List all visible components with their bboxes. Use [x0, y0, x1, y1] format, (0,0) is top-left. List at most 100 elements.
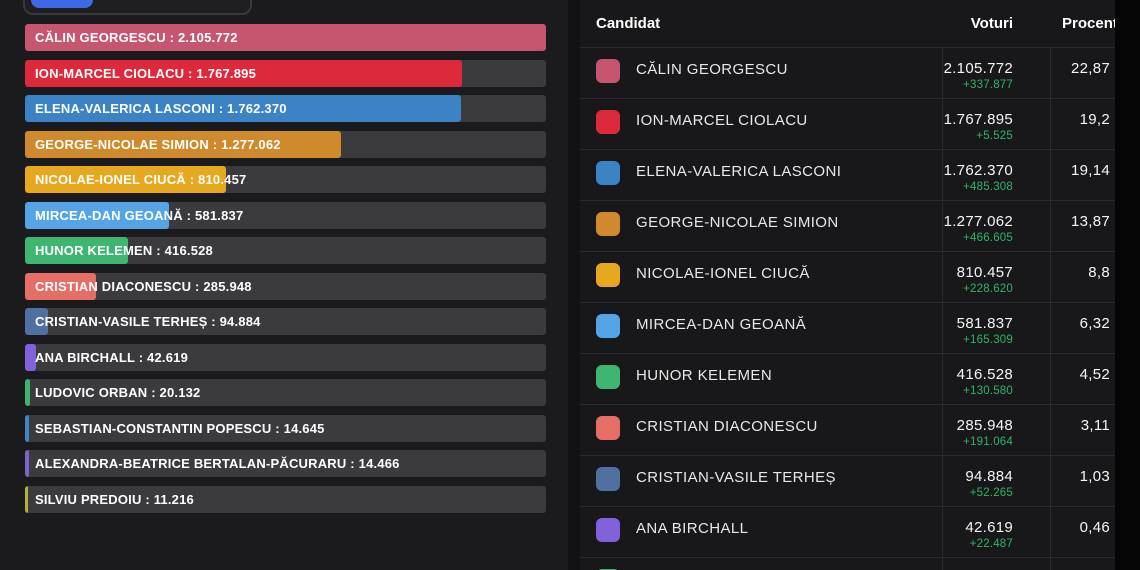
bar-label: SILVIU PREDOIU : 11.216 — [35, 491, 194, 507]
percent-value: 6,32 — [1079, 315, 1110, 332]
bar-fill — [25, 450, 29, 477]
votes-value: 1.767.895 — [943, 111, 1013, 128]
window-edge-strip — [1115, 0, 1140, 570]
votes-value: 581.837 — [956, 315, 1013, 332]
candidate-name: NICOLAE-IONEL CIUCĂ — [636, 265, 810, 282]
percent-value: 22,87 — [1070, 60, 1110, 77]
candidate-name: CRISTIAN-VASILE TERHEȘ — [636, 469, 836, 486]
table-body: CĂLIN GEORGESCU 2.105.772 +337.877 22,87… — [580, 47, 1115, 570]
candidate-bar[interactable]: CRISTIAN DIACONESCU : 285.948 — [25, 272, 546, 300]
percent-value: 13,87 — [1070, 213, 1110, 230]
bar-label: ALEXANDRA-BEATRICE BERTALAN-PĂCURARU : 1… — [35, 456, 400, 471]
candidate-color-swatch — [596, 263, 620, 287]
bar-label: LUDOVIC ORBAN : 20.132 — [35, 385, 201, 400]
table-row[interactable]: CĂLIN GEORGESCU 2.105.772 +337.877 22,87 — [580, 47, 1115, 98]
candidate-color-swatch — [596, 212, 620, 236]
candidate-bar[interactable]: NICOLAE-IONEL CIUCĂ : 810.457 — [25, 166, 546, 193]
candidate-bar[interactable]: ION-MARCEL CIOLACU : 1.767.895 — [25, 59, 546, 87]
table-row[interactable]: LUDOVIC ORBAN 20.132 0,22 — [580, 557, 1115, 570]
candidate-color-swatch — [596, 518, 620, 542]
bar-label: ANA BIRCHALL : 42.619 — [35, 349, 189, 365]
candidate-color-swatch — [596, 59, 620, 83]
header-percent: Procent — [1062, 15, 1115, 32]
votes-delta: +22.487 — [969, 538, 1013, 550]
bar-label: GEORGE-NICOLAE SIMION : 1.277.062 — [35, 136, 281, 152]
table-row[interactable]: CRISTIAN-VASILE TERHEȘ 94.884 +52.265 1,… — [580, 455, 1115, 506]
votes-delta: +228.620 — [963, 283, 1013, 295]
bar-fill — [25, 201, 169, 229]
votes-delta: +466.605 — [963, 232, 1013, 244]
table-row[interactable]: GEORGE-NICOLAE SIMION 1.277.062 +466.605… — [580, 200, 1115, 251]
candidate-name: GEORGE-NICOLAE SIMION — [636, 214, 839, 231]
candidate-bar[interactable]: MIRCEA-DAN GEOANĂ : 581.837 — [25, 201, 546, 229]
candidate-bar[interactable]: ANA BIRCHALL : 42.619 — [25, 343, 546, 371]
candidate-bar[interactable]: HUNOR KELEMEN : 416.528 — [25, 237, 546, 264]
percent-value: 19,2 — [1079, 111, 1110, 128]
votes-delta: +5.525 — [976, 130, 1013, 142]
bar-chart: CĂLIN GEORGESCU : 2.105.772 ION-MARCEL C… — [25, 24, 546, 513]
candidate-color-swatch — [596, 467, 620, 491]
votes-value: 42.619 — [965, 519, 1013, 536]
bar-fill — [25, 272, 96, 300]
percent-value: 8,8 — [1088, 264, 1110, 281]
bar-label: ION-MARCEL CIOLACU : 1.767.895 — [35, 65, 257, 81]
votes-delta: +191.064 — [963, 436, 1013, 448]
bar-label: CRISTIAN DIACONESCU : 285.948 — [35, 278, 252, 294]
votes-value: 416.528 — [956, 366, 1013, 383]
candidate-color-swatch — [596, 161, 620, 185]
candidate-bar[interactable]: ALEXANDRA-BEATRICE BERTALAN-PĂCURARU : 1… — [25, 450, 546, 477]
bar-fill — [25, 414, 29, 442]
table-row[interactable]: ION-MARCEL CIOLACU 1.767.895 +5.525 19,2 — [580, 98, 1115, 149]
table-row[interactable]: NICOLAE-IONEL CIUCĂ 810.457 +228.620 8,8 — [580, 251, 1115, 302]
bar-label: SEBASTIAN-CONSTANTIN POPESCU : 14.645 — [35, 420, 325, 436]
table-row[interactable]: HUNOR KELEMEN 416.528 +130.580 4,52 — [580, 353, 1115, 404]
bar-fill — [25, 95, 462, 122]
votes-delta: +52.265 — [969, 487, 1013, 499]
candidate-bar[interactable]: LUDOVIC ORBAN : 20.132 — [25, 379, 546, 406]
bar-fill — [25, 343, 36, 371]
table-header: Candidat Voturi Procent — [580, 0, 1115, 47]
bar-fill — [25, 308, 49, 335]
votes-value: 810.457 — [956, 264, 1013, 281]
candidate-bar[interactable]: GEORGE-NICOLAE SIMION : 1.277.062 — [25, 130, 546, 158]
candidate-name: ANA BIRCHALL — [636, 520, 749, 537]
candidate-name: CRISTIAN DIACONESCU — [636, 418, 818, 435]
votes-delta: +337.877 — [963, 79, 1013, 91]
candidate-bar[interactable]: CĂLIN GEORGESCU : 2.105.772 — [25, 24, 546, 51]
header-candidate: Candidat — [596, 15, 661, 32]
votes-value: 285.948 — [956, 417, 1013, 434]
votes-value: 1.762.370 — [943, 162, 1013, 179]
table-row[interactable]: MIRCEA-DAN GEOANĂ 581.837 +165.309 6,32 — [580, 302, 1115, 353]
percent-value: 4,52 — [1079, 366, 1110, 383]
percent-value: 3,11 — [1080, 417, 1110, 434]
bar-label: ELENA-VALERICA LASCONI : 1.762.370 — [35, 101, 287, 116]
bar-fill — [25, 379, 30, 406]
candidate-name: ION-MARCEL CIOLACU — [636, 112, 808, 129]
percent-value: 0,46 — [1079, 519, 1110, 536]
bar-label: CRISTIAN-VASILE TERHEȘ : 94.884 — [35, 314, 261, 329]
candidate-name: ELENA-VALERICA LASCONI — [636, 163, 842, 180]
table-row[interactable]: CRISTIAN DIACONESCU 285.948 +191.064 3,1… — [580, 404, 1115, 455]
candidate-color-swatch — [596, 416, 620, 440]
votes-delta: +130.580 — [963, 385, 1013, 397]
candidate-bar[interactable]: SILVIU PREDOIU : 11.216 — [25, 485, 546, 513]
candidate-color-swatch — [596, 365, 620, 389]
votes-delta: +165.309 — [963, 334, 1013, 346]
results-table: Candidat Voturi Procent CĂLIN GEORGESCU … — [580, 0, 1115, 570]
candidate-bar[interactable]: SEBASTIAN-CONSTANTIN POPESCU : 14.645 — [25, 414, 546, 442]
bar-label: HUNOR KELEMEN : 416.528 — [35, 243, 213, 258]
table-row[interactable]: ELENA-VALERICA LASCONI 1.762.370 +485.30… — [580, 149, 1115, 200]
candidate-color-swatch — [596, 110, 620, 134]
bar-fill — [25, 130, 341, 158]
candidate-bar[interactable]: CRISTIAN-VASILE TERHEȘ : 94.884 — [25, 308, 546, 335]
header-votes: Voturi — [970, 15, 1013, 32]
bar-label: NICOLAE-IONEL CIUCĂ : 810.457 — [35, 172, 247, 187]
table-row[interactable]: ANA BIRCHALL 42.619 +22.487 0,46 — [580, 506, 1115, 557]
votes-value: 1.277.062 — [943, 213, 1013, 230]
bar-fill — [25, 59, 463, 87]
results-bar-chart-panel: CĂLIN GEORGESCU : 2.105.772 ION-MARCEL C… — [0, 0, 568, 570]
active-toggle-button[interactable] — [31, 0, 93, 8]
candidate-bar[interactable]: ELENA-VALERICA LASCONI : 1.762.370 — [25, 95, 546, 122]
bar-fill — [25, 237, 129, 264]
percent-value: 1,03 — [1079, 468, 1110, 485]
